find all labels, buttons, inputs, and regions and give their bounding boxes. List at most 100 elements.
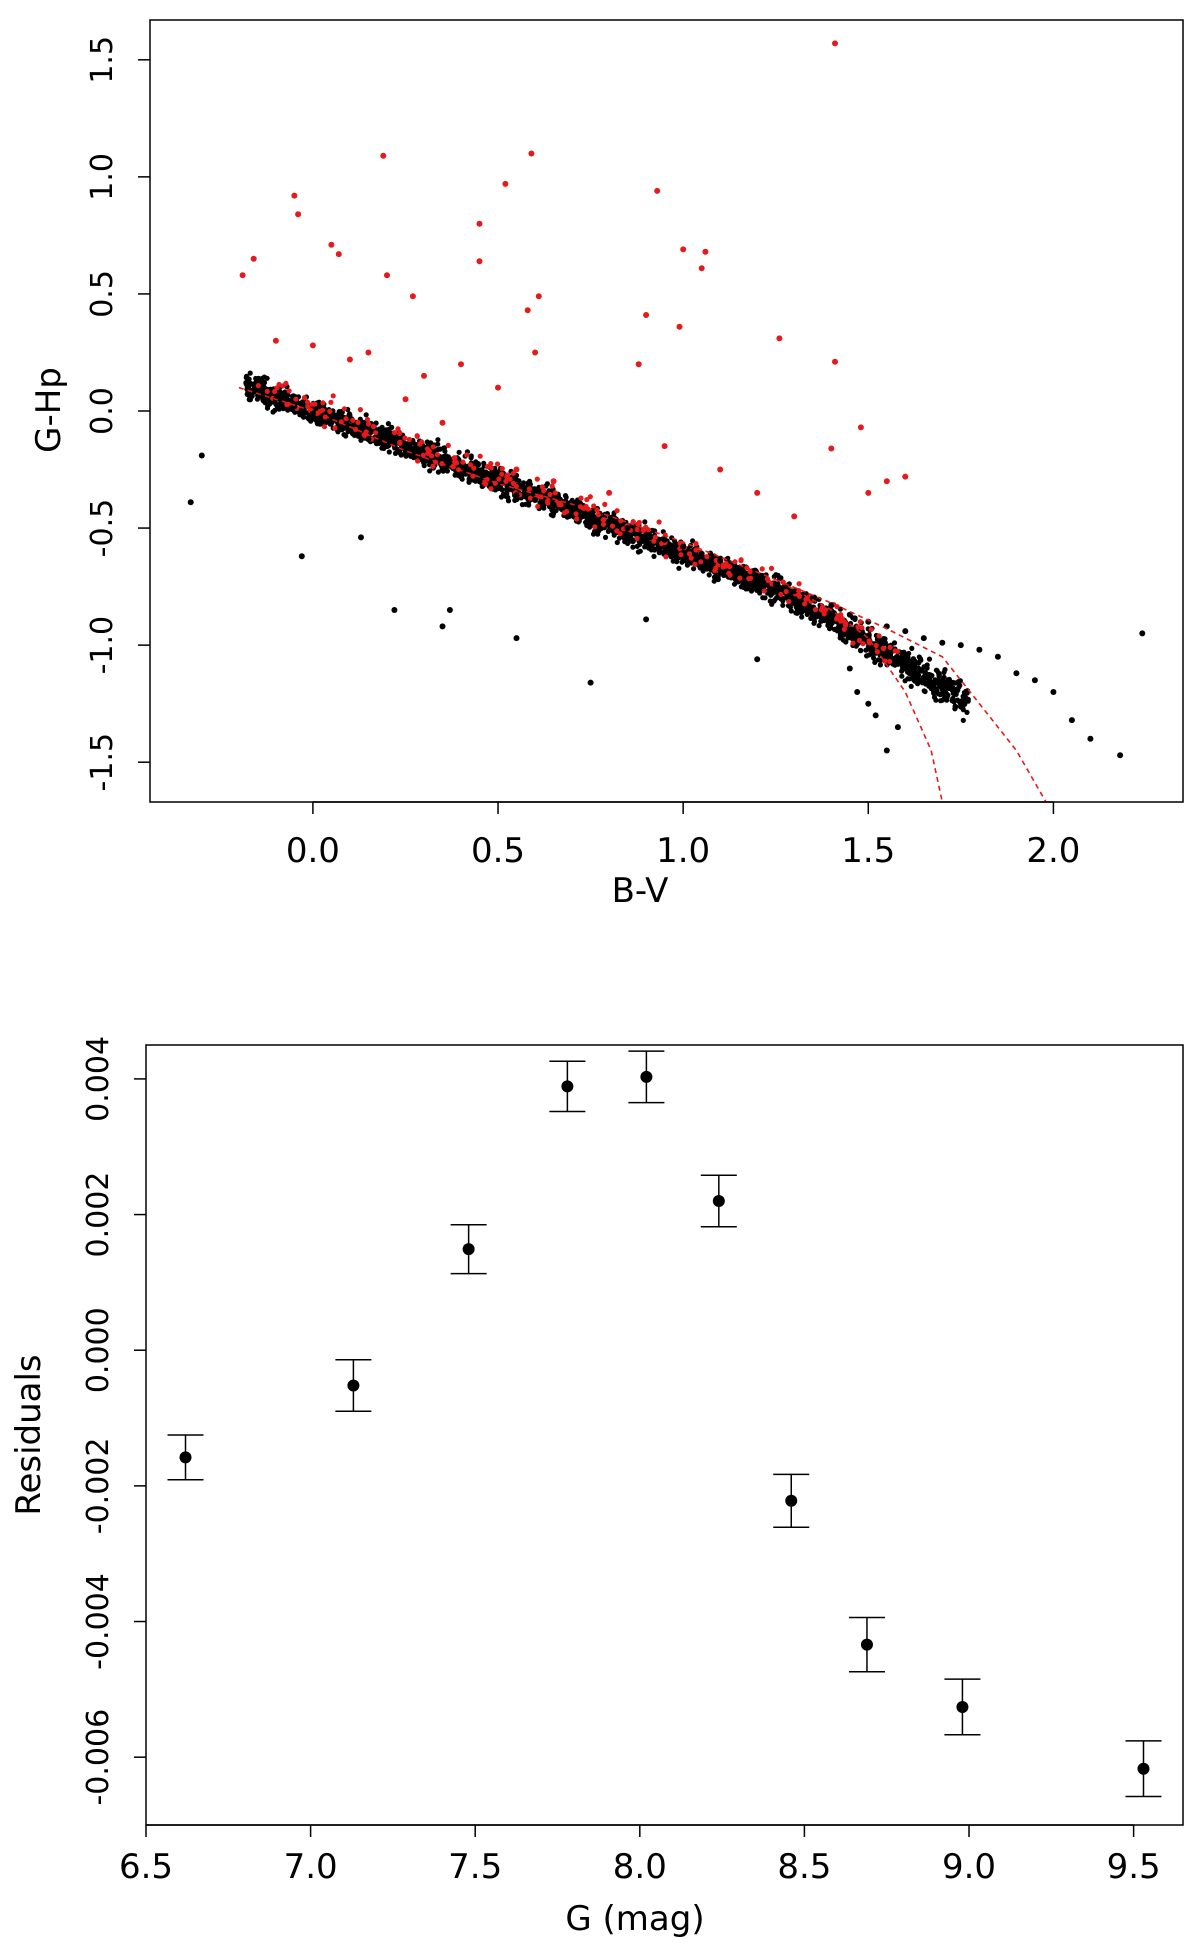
red-point	[651, 538, 657, 544]
black-point	[579, 514, 585, 520]
black-point	[284, 395, 290, 401]
black-point	[198, 452, 205, 459]
black-point	[787, 604, 794, 610]
red-point	[510, 480, 516, 486]
red-point	[420, 452, 426, 458]
red-point	[453, 460, 460, 466]
black-point	[953, 704, 959, 710]
red-point	[284, 402, 290, 408]
black-point	[358, 534, 364, 541]
red-point	[301, 395, 308, 401]
black-point	[264, 405, 271, 411]
residual-point	[640, 1070, 653, 1083]
black-point	[550, 501, 557, 508]
plot-frame-bottom	[145, 1044, 1184, 1826]
black-point	[803, 605, 809, 611]
red-point	[341, 406, 347, 412]
black-point	[421, 459, 427, 466]
black-point	[648, 547, 655, 553]
black-point	[926, 656, 933, 662]
black-point	[273, 401, 279, 408]
black-point	[538, 499, 544, 505]
black-point	[693, 551, 699, 557]
black-point	[676, 565, 682, 571]
red-point	[346, 356, 353, 363]
red-point	[365, 349, 372, 356]
black-point	[899, 673, 905, 679]
bottom-y-axis-label: Residuals	[9, 1354, 49, 1515]
red-point	[606, 489, 613, 496]
black-point	[793, 604, 799, 610]
red-point	[600, 521, 607, 528]
red-point	[409, 293, 416, 300]
red-point	[402, 435, 408, 441]
black-point	[626, 538, 632, 544]
black-point	[964, 709, 970, 716]
red-point	[402, 396, 409, 403]
black-point	[384, 443, 390, 450]
black-point	[828, 602, 835, 609]
x-tick-label: 7.0	[284, 1847, 338, 1887]
red-point	[857, 619, 863, 625]
black-point	[912, 661, 918, 667]
black-point	[809, 611, 815, 617]
red-point	[661, 443, 668, 450]
black-point	[950, 695, 956, 702]
black-point	[754, 583, 760, 589]
red-point	[860, 641, 866, 647]
black-point	[808, 615, 814, 622]
red-point	[391, 430, 398, 436]
black-point	[564, 514, 570, 520]
red-point	[286, 388, 292, 394]
black-point	[343, 433, 349, 439]
red-point	[327, 408, 333, 414]
red-point	[343, 416, 349, 422]
red-point	[355, 419, 361, 425]
black-point	[513, 492, 520, 499]
red-point	[471, 465, 477, 471]
red-point	[748, 575, 754, 581]
black-point	[846, 665, 853, 672]
black-point	[924, 665, 930, 671]
black-point	[483, 469, 489, 475]
red-point	[614, 528, 620, 534]
black-point	[906, 676, 913, 682]
black-point	[665, 543, 671, 549]
red-point	[654, 187, 661, 194]
black-point	[300, 414, 307, 420]
residual-point	[462, 1243, 475, 1256]
black-point	[428, 440, 434, 446]
red-point	[291, 192, 298, 199]
black-point	[355, 430, 361, 436]
red-point	[868, 626, 874, 633]
red-point	[477, 453, 483, 459]
black-point	[706, 572, 712, 578]
black-point	[960, 699, 966, 705]
red-point	[584, 497, 590, 503]
black-point	[831, 626, 838, 633]
fit-curve	[775, 578, 1047, 803]
black-point	[446, 607, 453, 613]
top-x-axis-label: B-V	[612, 871, 669, 911]
red-point	[796, 593, 803, 599]
red-point	[786, 599, 792, 605]
red-point	[545, 500, 551, 506]
black-point	[827, 626, 833, 632]
black-point	[691, 566, 697, 572]
red-point	[430, 463, 436, 469]
black-point	[616, 535, 623, 541]
red-point	[552, 490, 558, 496]
red-point	[417, 441, 423, 447]
red-point	[406, 436, 412, 443]
black-point	[403, 446, 409, 452]
black-point	[717, 557, 724, 564]
black-point	[904, 663, 910, 670]
red-point	[887, 658, 893, 665]
black-point	[939, 639, 946, 646]
black-point	[955, 679, 962, 685]
black-point	[711, 578, 717, 584]
black-point	[936, 673, 942, 679]
black-point	[247, 397, 253, 403]
red-point	[737, 575, 743, 581]
black-point	[524, 491, 531, 497]
